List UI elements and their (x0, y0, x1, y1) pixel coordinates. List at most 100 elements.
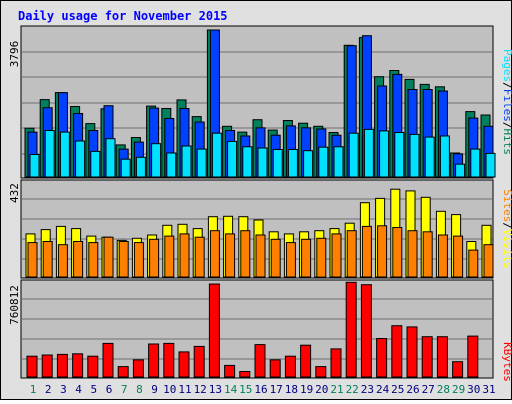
bar-kbytes-day-30 (467, 335, 479, 378)
legend-sites: Sites (501, 189, 512, 222)
bar-sites-day-26 (407, 230, 418, 278)
bar-kbytes-day-3 (56, 353, 68, 378)
x-tick-label: 14 (224, 383, 238, 396)
bar-pages-day-6 (105, 138, 116, 178)
bar-pages-day-3 (59, 131, 70, 178)
bar-pages-day-24 (379, 130, 390, 178)
ymax-label-kbytes: 760812 (8, 285, 21, 325)
bar-kbytes-day-11 (178, 351, 190, 378)
x-tick-label: 19 (300, 383, 313, 396)
bar-sites-day-14 (225, 233, 236, 278)
bar-kbytes-day-1 (26, 355, 38, 378)
bar-pages-day-22 (348, 132, 359, 178)
x-tick-label: 29 (452, 383, 465, 396)
bar-sites-day-31 (483, 244, 494, 278)
legend-hits: Hits (501, 129, 512, 156)
bar-pages-day-5 (90, 150, 101, 178)
x-tick-label: 16 (254, 383, 267, 396)
legend-pages: Pages (501, 49, 512, 82)
x-tick-label: 17 (270, 383, 283, 396)
bar-kbytes-day-7 (117, 366, 129, 378)
bar-sites-day-2 (42, 241, 53, 278)
bar-sites-day-13 (209, 230, 220, 278)
x-tick-label: 1 (30, 383, 37, 396)
legend-files: Files (501, 89, 512, 122)
bar-sites-day-18 (285, 242, 296, 278)
bar-kbytes-day-24 (376, 338, 388, 378)
bar-kbytes-day-22 (345, 281, 357, 378)
bar-kbytes-day-13 (208, 283, 220, 378)
x-tick-label: 10 (163, 383, 176, 396)
bar-kbytes-day-12 (193, 345, 205, 378)
legend-sep-1: / (501, 82, 512, 89)
bar-pages-day-18 (287, 149, 298, 178)
bar-sites-day-7 (118, 241, 129, 278)
bar-sites-day-10 (164, 235, 175, 278)
legend-visits-sites: Sites/Visits (501, 189, 512, 269)
bar-sites-day-21 (331, 233, 342, 278)
x-tick-label: 31 (482, 383, 495, 396)
bar-kbytes-day-26 (406, 326, 418, 378)
x-tick-label: 7 (121, 383, 128, 396)
x-tick-label: 2 (45, 383, 52, 396)
bar-kbytes-day-18 (284, 355, 296, 378)
bar-pages-day-15 (242, 146, 253, 178)
bar-kbytes-day-17 (269, 359, 281, 378)
bar-sites-day-25 (392, 227, 403, 278)
bar-kbytes-day-10 (163, 342, 175, 378)
bar-kbytes-day-8 (132, 359, 144, 378)
bar-sites-day-12 (194, 236, 205, 278)
x-tick-label: 20 (315, 383, 328, 396)
bar-sites-day-4 (73, 241, 84, 278)
bar-kbytes-day-16 (254, 344, 266, 378)
x-tick-label: 12 (194, 383, 207, 396)
bar-kbytes-day-20 (315, 366, 327, 378)
bar-kbytes-day-28 (436, 336, 448, 378)
bar-pages-day-2 (44, 130, 55, 178)
bar-pages-day-8 (135, 156, 146, 178)
bar-pages-day-1 (29, 154, 40, 178)
bar-pages-day-11 (181, 145, 192, 178)
legend-visits: Visits (501, 229, 512, 269)
x-tick-label: 5 (90, 383, 97, 396)
bar-sites-day-27 (422, 231, 433, 278)
bar-sites-day-8 (133, 242, 144, 278)
x-tick-label: 15 (239, 383, 252, 396)
bar-kbytes-day-29 (452, 361, 464, 378)
bar-pages-day-13 (211, 132, 222, 178)
bar-pages-day-27 (424, 136, 435, 178)
bar-sites-day-22 (346, 230, 357, 278)
bar-sites-day-6 (103, 236, 114, 278)
x-tick-label: 11 (178, 383, 191, 396)
bar-pages-day-19 (303, 150, 314, 178)
bar-sites-day-24 (377, 225, 388, 278)
bar-sites-day-16 (255, 234, 266, 278)
bar-pages-day-29 (455, 163, 466, 178)
x-tick-label: 9 (151, 383, 158, 396)
bar-kbytes-day-14 (224, 364, 236, 378)
x-tick-label: 6 (106, 383, 113, 396)
x-tick-label: 13 (209, 383, 222, 396)
bar-sites-day-23 (361, 225, 372, 278)
bar-kbytes-day-9 (148, 343, 160, 378)
bar-pages-day-10 (166, 152, 177, 178)
bar-sites-day-11 (179, 233, 190, 278)
bars (24, 29, 496, 378)
bar-pages-day-14 (227, 140, 238, 178)
x-tick-label: 4 (75, 383, 82, 396)
legend-sep-3: / (501, 222, 512, 229)
bar-pages-day-25 (394, 132, 405, 178)
bar-kbytes-day-25 (391, 325, 403, 378)
x-tick-label: 26 (406, 383, 419, 396)
bar-pages-day-30 (470, 148, 481, 178)
bar-pages-day-31 (485, 152, 496, 178)
bar-kbytes-day-5 (87, 355, 99, 378)
bar-pages-day-12 (196, 148, 207, 178)
bar-sites-day-3 (57, 244, 68, 278)
bar-sites-day-20 (316, 237, 327, 278)
bar-kbytes-day-21 (330, 348, 342, 378)
bar-pages-day-9 (151, 143, 162, 178)
bar-pages-day-7 (120, 158, 131, 178)
bar-kbytes-day-4 (72, 353, 84, 378)
